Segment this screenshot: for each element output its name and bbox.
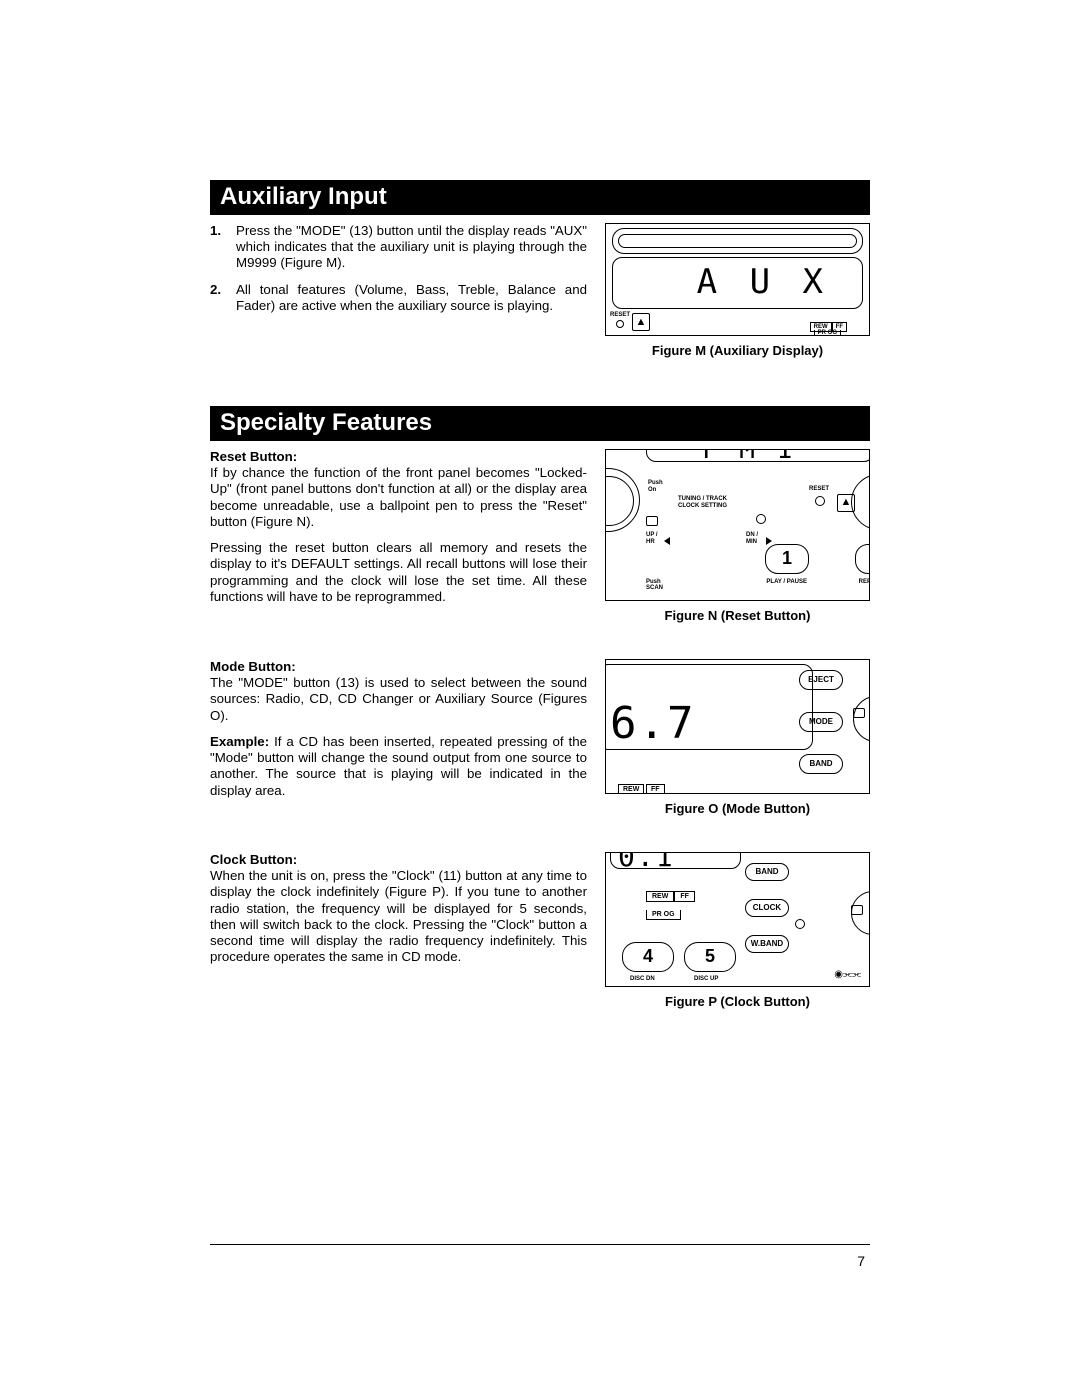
paragraph: Example: If a CD has been inserted, repe… — [210, 734, 587, 799]
figure-caption: Figure N (Reset Button) — [605, 608, 870, 623]
reset-text: Reset Button: If by chance the function … — [210, 449, 587, 623]
preset-4-button: 4 — [622, 942, 674, 972]
preset-1-button: 1 — [765, 544, 809, 574]
reset-button-icon — [616, 320, 624, 328]
figure-p-col: 0.1 REWFF PR OG BAND CLOCK W.BAND 4 5 DI… — [605, 852, 870, 1009]
eject-button-icon: ▲ — [837, 494, 855, 512]
paragraph: When the unit is on, press the "Clock" (… — [210, 868, 587, 965]
lcd-text: F M 1 — [702, 449, 795, 465]
list-text: All tonal features (Volume, Bass, Treble… — [236, 282, 587, 314]
disc-dn-label: DISC DN — [630, 976, 655, 982]
figure-caption: Figure O (Mode Button) — [605, 801, 870, 816]
eject-button-icon: ▲ — [632, 313, 650, 331]
figure-p: 0.1 REWFF PR OG BAND CLOCK W.BAND 4 5 DI… — [605, 852, 870, 987]
figure-o: 6.7 EJECT MODE BAND REW FF — [605, 659, 870, 794]
clock-row: Clock Button: When the unit is on, press… — [210, 852, 870, 1009]
clock-text: Clock Button: When the unit is on, press… — [210, 852, 587, 1009]
band-button: BAND — [799, 754, 843, 774]
eject-button: EJECT — [799, 670, 843, 690]
lcd-text: A U X — [697, 262, 829, 302]
disc-up-label: DISC UP — [694, 976, 718, 982]
figure-o-col: 6.7 EJECT MODE BAND REW FF Figure O (Mod… — [605, 659, 870, 816]
figure-m-col: A U X RESET ▲ REWFF PR OG Figure M (Auxi… — [605, 223, 870, 358]
manual-page: Auxiliary Input 1.Press the "MODE" (13) … — [0, 0, 1080, 1397]
push-on-label: Push On — [648, 480, 663, 493]
reset-row: Reset Button: If by chance the function … — [210, 449, 870, 623]
ir-sensor-icon — [795, 919, 805, 929]
rew-button: REW — [646, 891, 674, 902]
aux-row: 1.Press the "MODE" (13) button until the… — [210, 223, 870, 358]
aux-text: 1.Press the "MODE" (13) button until the… — [210, 223, 587, 358]
tuning-label: TUNING / TRACK CLOCK SETTING — [678, 496, 727, 509]
push-scan-label: Push SCAN — [646, 579, 663, 592]
lcd-text: 0.1 — [618, 852, 675, 873]
figure-caption: Figure P (Clock Button) — [605, 994, 870, 1009]
ff-button: FF — [646, 784, 665, 794]
reset-label: RESET — [809, 486, 829, 493]
paragraph: If by chance the function of the front p… — [210, 465, 587, 530]
section-header-aux: Auxiliary Input — [210, 180, 870, 215]
footer-rule — [210, 1244, 870, 1245]
mode-row: Mode Button: The "MODE" button (13) is u… — [210, 659, 870, 816]
figure-caption: Figure M (Auxiliary Display) — [605, 343, 870, 358]
lcd-text: 6.7 — [610, 698, 695, 749]
ff-button: FF — [674, 891, 695, 902]
preset-5-button: 5 — [684, 942, 736, 972]
mode-text: Mode Button: The "MODE" button (13) is u… — [210, 659, 587, 816]
paragraph: The "MODE" button (13) is used to select… — [210, 675, 587, 724]
list-text: Press the "MODE" (13) button until the d… — [236, 223, 587, 272]
page-number: 7 — [857, 1253, 865, 1269]
paragraph: Pressing the reset button clears all mem… — [210, 540, 587, 605]
example-label: Example: — [210, 734, 269, 749]
reset-label: RESET — [610, 312, 630, 318]
dn-min-label: DN / MIN — [746, 532, 758, 545]
mode-button: MODE — [799, 712, 843, 732]
section-header-specialty: Specialty Features — [210, 406, 870, 441]
list-number: 2. — [210, 282, 228, 314]
wband-button: W.BAND — [745, 935, 789, 953]
band-button: BAND — [745, 863, 789, 881]
cd-logo-icon: ◉⫘⫘ — [834, 969, 861, 980]
rew-button: REW — [618, 784, 644, 794]
prog-button: PR OG — [646, 910, 681, 920]
preset-2-button: 2 — [855, 544, 870, 574]
clock-heading: Clock Button: — [210, 852, 297, 867]
reset-hole-icon — [815, 496, 825, 506]
list-number: 1. — [210, 223, 228, 272]
mode-heading: Mode Button: — [210, 659, 296, 674]
figure-m: A U X RESET ▲ REWFF PR OG — [605, 223, 870, 336]
rep-label: REP — [859, 579, 870, 586]
figure-n-col: F M 1 Push On TUNING / TRACK CLOCK SETTI… — [605, 449, 870, 623]
figure-n: F M 1 Push On TUNING / TRACK CLOCK SETTI… — [605, 449, 870, 601]
play-pause-label: PLAY / PAUSE — [766, 579, 807, 586]
clock-button: CLOCK — [745, 899, 789, 917]
up-hr-label: UP / HR — [646, 532, 658, 545]
prog-button: PR OG — [814, 330, 841, 336]
reset-heading: Reset Button: — [210, 449, 297, 464]
